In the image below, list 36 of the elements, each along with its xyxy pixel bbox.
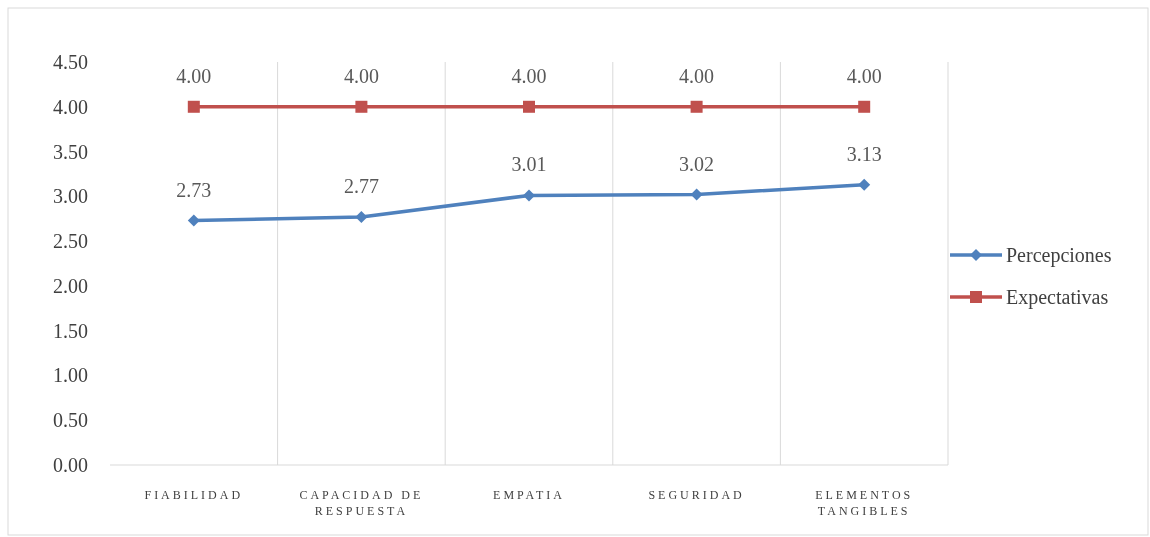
y-tick-label: 1.50 [53,319,88,342]
data-label: 4.00 [511,64,547,87]
point [858,100,871,113]
data-label: 4.00 [176,64,212,87]
data-label: 4.00 [679,64,715,87]
y-tick-label: 2.00 [53,274,88,297]
x-tick-label: CAPACIDAD DE RESPUESTA [299,488,424,518]
y-tick-label: 2.50 [53,230,88,253]
x-tick-label: ELEMENTOS TANGIBLES [815,488,914,518]
point [523,189,535,202]
y-tick-label: 3.50 [53,140,88,163]
point [858,178,871,191]
legend-label: Percepciones [1006,244,1112,267]
data-label: 4.00 [846,64,882,87]
legend-label: Expectativas [1006,286,1109,309]
data-label: 3.01 [511,153,547,176]
point [355,100,368,113]
x-tick-label: FIABILIDAD [144,488,244,502]
y-tick-label: 1.00 [53,364,88,387]
y-tick-label: 0.50 [53,409,88,432]
data-label: 3.02 [679,152,715,175]
data-label: 2.77 [343,174,379,197]
point [187,100,200,113]
y-tick-label: 4.50 [53,51,88,73]
point [187,214,200,227]
y-tick-label: 3.00 [53,185,88,208]
point [523,100,535,113]
point [355,210,368,223]
point [690,100,703,113]
x-tick-label: EMPATIA [493,488,565,502]
x-tick-label: SEGURIDAD [648,488,745,502]
data-label: 2.73 [176,178,212,201]
data-label: 4.00 [343,64,379,87]
data-label: 3.13 [846,142,882,165]
y-tick-label: 4.00 [53,95,88,118]
y-tick-label: 0.00 [53,454,88,476]
